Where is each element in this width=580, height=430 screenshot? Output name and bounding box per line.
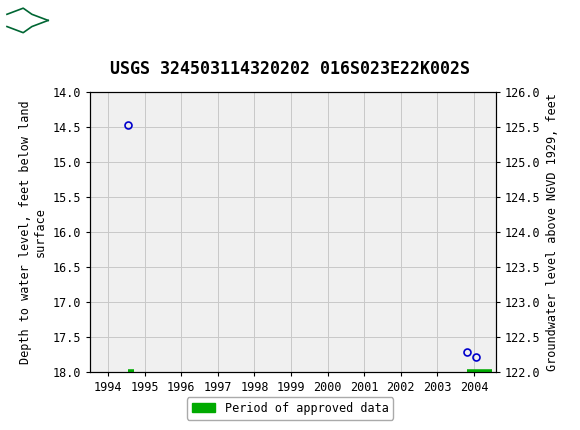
Y-axis label: Groundwater level above NGVD 1929, feet: Groundwater level above NGVD 1929, feet: [546, 93, 559, 371]
Bar: [6, 4, 49, 37]
Text: USGS: USGS: [55, 12, 110, 29]
Text: USGS 324503114320202 016S023E22K002S: USGS 324503114320202 016S023E22K002S: [110, 60, 470, 78]
Legend: Period of approved data: Period of approved data: [187, 397, 393, 420]
Y-axis label: Depth to water level, feet below land
surface: Depth to water level, feet below land su…: [19, 100, 47, 364]
